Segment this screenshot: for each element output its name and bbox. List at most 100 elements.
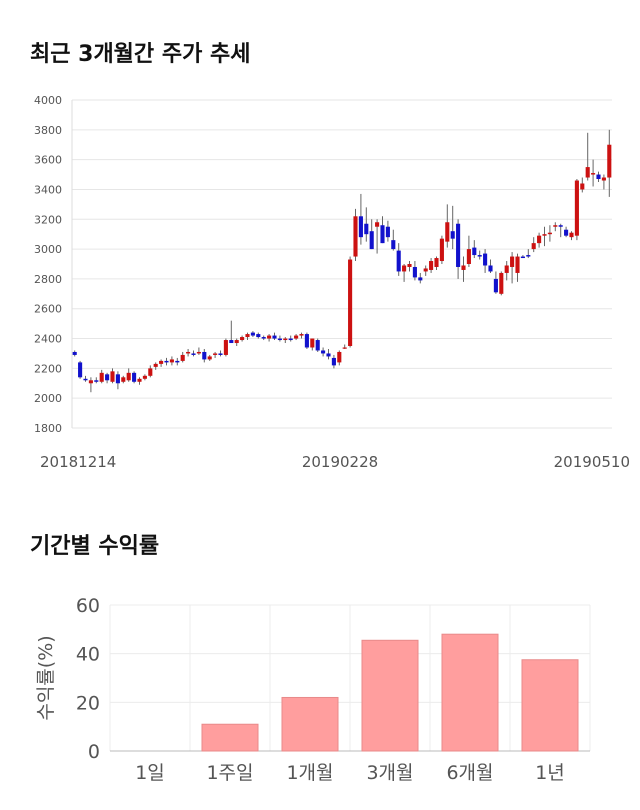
candle-body — [78, 362, 83, 378]
candle-body — [488, 265, 493, 272]
candle-body — [142, 375, 147, 379]
candle-body — [423, 268, 428, 272]
candle-body — [564, 229, 569, 236]
price-y-tick-label: 4000 — [34, 94, 62, 107]
candle-body — [353, 216, 358, 257]
return-x-tick-label: 6개월 — [446, 762, 493, 784]
candle-body — [256, 334, 261, 338]
candle-body — [331, 357, 336, 366]
price-y-tick-label: 2600 — [34, 303, 62, 316]
candle-body — [472, 247, 477, 256]
return-x-tick-label: 1년 — [535, 762, 565, 784]
candle-body — [110, 371, 115, 382]
return-bar — [361, 639, 419, 752]
candle-body — [186, 351, 191, 354]
candle-body — [412, 266, 417, 278]
candle-body — [461, 265, 466, 270]
candle-body — [601, 177, 606, 181]
price-y-tick-label: 2200 — [34, 362, 62, 375]
candle-body — [456, 223, 461, 267]
candle-body — [207, 356, 212, 360]
candle-body — [180, 354, 185, 361]
price-y-tick-label: 2000 — [34, 392, 62, 405]
candle-body — [261, 337, 266, 339]
candle-body — [277, 338, 282, 341]
candle-body — [493, 278, 498, 293]
candle-body — [547, 232, 552, 235]
candle-body — [321, 350, 326, 354]
candle-body — [272, 335, 277, 339]
candle-body — [553, 225, 558, 227]
candle-body — [510, 256, 515, 267]
candle-body — [229, 340, 234, 344]
candle-body — [418, 277, 423, 281]
candle-body — [137, 378, 142, 382]
price-y-tick-label: 3200 — [34, 213, 62, 226]
candle-body — [191, 353, 196, 355]
price-y-tick-label: 2400 — [34, 333, 62, 346]
price-y-tick-label: 1800 — [34, 422, 62, 435]
candle-body — [310, 338, 315, 348]
price-trend-title: 최근 3개월간 주가 추세 — [30, 42, 251, 67]
return-bar — [281, 696, 339, 752]
price-candlestick-chart: 1800 2000 2200 2400 2600 2800 3000 3200 3400 3600… — [34, 94, 630, 471]
candle-body — [169, 359, 174, 363]
return-x-tick-label: 1주일 — [206, 762, 253, 784]
candle-body — [88, 380, 93, 384]
candle-body — [337, 351, 342, 363]
candle-body — [542, 234, 547, 236]
candle-body — [294, 335, 299, 339]
candle-body — [196, 351, 201, 354]
candle-body — [391, 240, 396, 250]
price-y-tick-label: 3400 — [34, 183, 62, 196]
candle-body — [72, 351, 77, 355]
candle-body — [531, 243, 536, 250]
candle-body — [569, 232, 574, 238]
candle-body — [153, 363, 158, 367]
candle-body — [240, 337, 245, 341]
candle-body — [380, 225, 385, 244]
candle-body — [434, 258, 439, 267]
candle-body — [596, 174, 601, 180]
candle-body — [450, 231, 455, 239]
price-y-tick-label: 2800 — [34, 273, 62, 286]
return-x-tick-label: 1일 — [135, 762, 165, 784]
candle-body — [245, 334, 250, 338]
candle-body — [358, 216, 363, 238]
candle-body — [574, 180, 579, 236]
candle-body — [385, 226, 390, 238]
return-bar — [441, 633, 499, 752]
candle-body — [326, 353, 331, 357]
candle-body — [250, 332, 255, 336]
candle-body — [499, 272, 504, 294]
price-x-tick-label: 20190228 — [302, 453, 378, 471]
candle-body — [121, 377, 126, 382]
price-x-tick-label: 20181214 — [40, 453, 116, 471]
candle-body — [315, 340, 320, 351]
candle-body — [202, 351, 207, 360]
candle-body — [288, 338, 293, 341]
candle-body — [304, 334, 309, 348]
price-y-tick-label: 3600 — [34, 154, 62, 167]
candle-body — [223, 340, 228, 355]
candle-body — [364, 223, 369, 235]
price-x-tick-label: 20190510 — [554, 453, 630, 471]
candle-body — [148, 368, 153, 376]
price-y-tick-label: 3000 — [34, 243, 62, 256]
return-x-tick-label: 3개월 — [366, 762, 413, 784]
candle-body — [159, 360, 164, 364]
candle-body — [283, 338, 288, 341]
return-y-axis-label: 수익률(%) — [35, 635, 57, 720]
candle-body — [234, 340, 239, 344]
candle-body — [94, 380, 99, 382]
candle-body — [342, 347, 347, 349]
candle-body — [537, 235, 542, 244]
return-y-tick-label: 0 — [88, 741, 100, 763]
candle-body — [445, 222, 450, 242]
candle-body — [466, 249, 471, 264]
candle-body — [218, 353, 223, 355]
price-y-tick-label: 3800 — [34, 124, 62, 137]
candle-body — [164, 360, 169, 363]
candle-body — [267, 335, 272, 339]
